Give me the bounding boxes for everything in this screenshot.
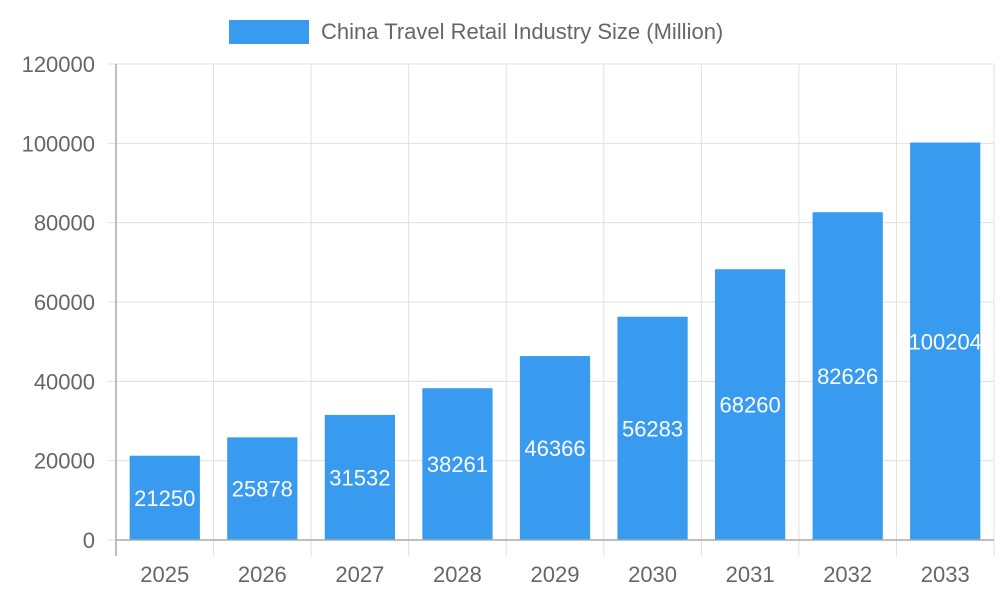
x-tick-label: 2029 xyxy=(531,562,580,587)
bar xyxy=(910,142,981,540)
y-tick-label: 60000 xyxy=(34,290,95,315)
data-label: 46366 xyxy=(524,436,585,461)
grid xyxy=(108,63,995,556)
data-labels: 21250 25878 31532 38261 46366 56283 68260 82626… xyxy=(134,329,982,511)
data-label: 100204 xyxy=(909,329,982,354)
bar xyxy=(422,388,493,540)
legend-label: China Travel Retail Industry Size (Milli… xyxy=(321,19,723,44)
axes: 0 20000 40000 60000 80000 100000 120000 2025 202… xyxy=(22,52,994,587)
y-tick-label: 0 xyxy=(83,528,95,553)
bar xyxy=(617,316,688,540)
x-tick-label: 2031 xyxy=(726,562,775,587)
data-label: 31532 xyxy=(329,465,390,490)
bar xyxy=(519,356,591,540)
y-tick-label: 100000 xyxy=(22,131,95,156)
bar xyxy=(714,269,786,540)
y-tick-label: 20000 xyxy=(34,449,95,474)
y-tick-label: 80000 xyxy=(34,211,95,236)
data-label: 82626 xyxy=(817,364,878,389)
bar xyxy=(324,414,396,540)
x-tick-label: 2025 xyxy=(140,562,189,587)
bar xyxy=(129,455,200,540)
x-tick-label: 2033 xyxy=(921,562,970,587)
y-tick-label: 120000 xyxy=(22,52,95,77)
bar xyxy=(227,437,298,540)
data-label: 68260 xyxy=(720,393,781,418)
bars xyxy=(129,142,981,541)
data-label: 56283 xyxy=(622,416,683,441)
y-tick-label: 40000 xyxy=(34,369,95,394)
x-tick-label: 2027 xyxy=(335,562,384,587)
data-label: 25878 xyxy=(232,477,293,502)
bar xyxy=(812,212,883,541)
data-label: 21250 xyxy=(134,486,195,511)
x-tick-label: 2030 xyxy=(628,562,677,587)
legend: China Travel Retail Industry Size (Milli… xyxy=(229,19,723,44)
x-tick-label: 2032 xyxy=(823,562,872,587)
data-label: 38261 xyxy=(427,452,488,477)
x-tick-label: 2028 xyxy=(433,562,482,587)
legend-swatch xyxy=(229,20,309,44)
x-tick-label: 2026 xyxy=(238,562,287,587)
